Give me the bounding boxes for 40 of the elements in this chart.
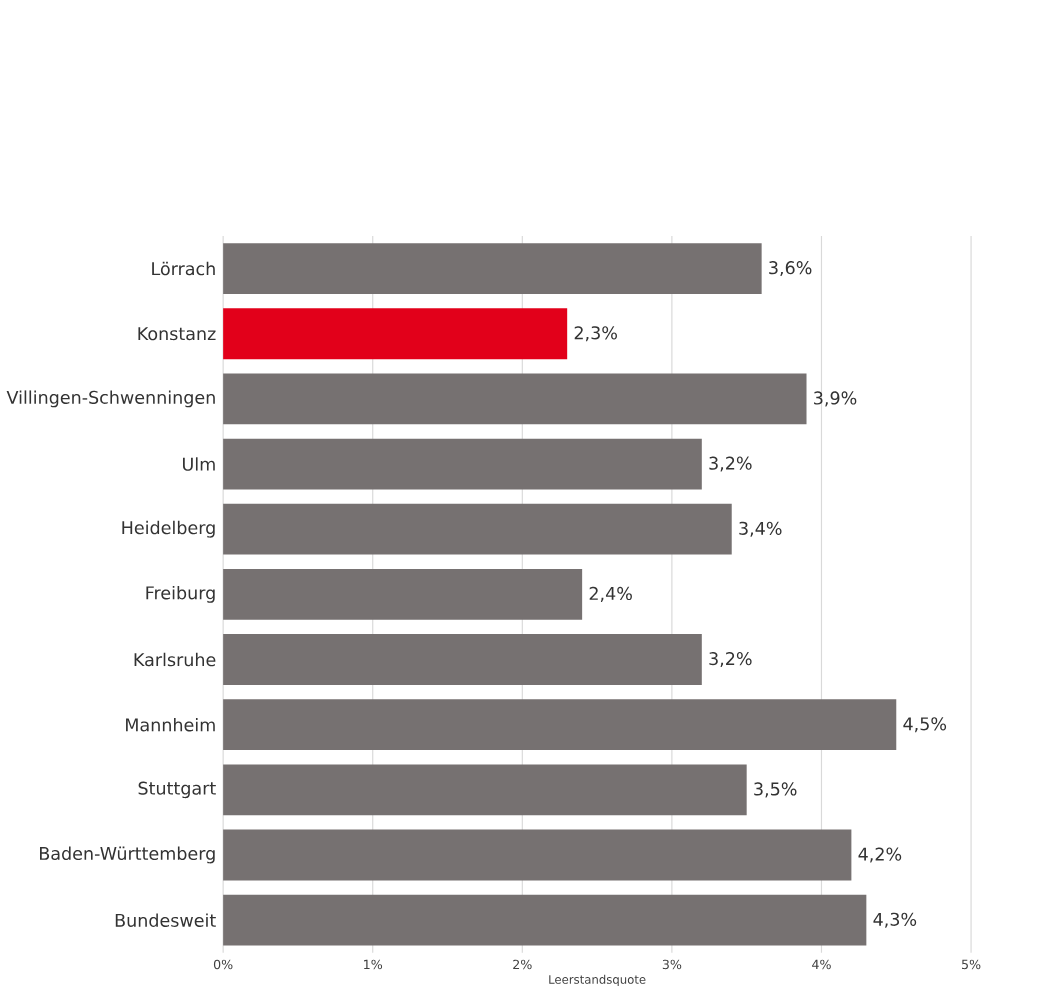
y-tick-label: Stuttgart	[138, 781, 216, 799]
y-tick-label: Freiburg	[146, 586, 215, 604]
y-tick-label: Ulm	[183, 457, 215, 472]
x-tick-label: 5%	[962, 959, 981, 970]
y-tick-label: Lörrach	[152, 261, 215, 276]
bar	[223, 438, 702, 490]
data-label: 3,4%	[739, 521, 782, 537]
data-label: 4,2%	[858, 847, 902, 863]
y-tick-label: Konstanz	[138, 327, 216, 341]
data-label: 3,6%	[769, 261, 812, 277]
y-tick-label: Heidelberg	[122, 520, 215, 538]
y-tick-label: Mannheim	[126, 718, 215, 732]
data-label: 3,5%	[754, 782, 797, 798]
data-label: 2,3%	[574, 326, 617, 342]
data-label: 3,2%	[709, 456, 752, 472]
data-label: 4,3%	[873, 912, 917, 928]
y-tick-label: Karlsruhe	[134, 652, 216, 667]
bar	[223, 504, 732, 555]
bar	[223, 634, 702, 686]
y-tick-label: Villingen-Schwenningen	[6, 390, 215, 408]
x-tick-label: 4%	[812, 959, 831, 970]
bar	[223, 829, 852, 881]
bar	[223, 373, 807, 425]
x-axis-title: Leerstandsquote	[549, 974, 646, 987]
bar	[223, 569, 583, 620]
x-tick-label: 2%	[513, 959, 532, 970]
x-tick-label: 1%	[364, 959, 383, 970]
bar	[223, 764, 747, 816]
bar	[223, 243, 762, 295]
bar	[223, 894, 867, 946]
data-label: 3,2%	[709, 652, 752, 668]
bar	[223, 699, 897, 751]
data-label: 3,9%	[814, 391, 857, 407]
x-tick-label: 3%	[662, 959, 682, 970]
bar	[223, 308, 568, 360]
y-tick-label: Baden-Württemberg	[40, 846, 215, 864]
data-label: 4,5%	[903, 717, 947, 733]
data-label: 2,4%	[589, 587, 632, 603]
y-tick-label: Bundesweit	[115, 913, 216, 928]
x-tick-label: 0%	[213, 959, 233, 970]
